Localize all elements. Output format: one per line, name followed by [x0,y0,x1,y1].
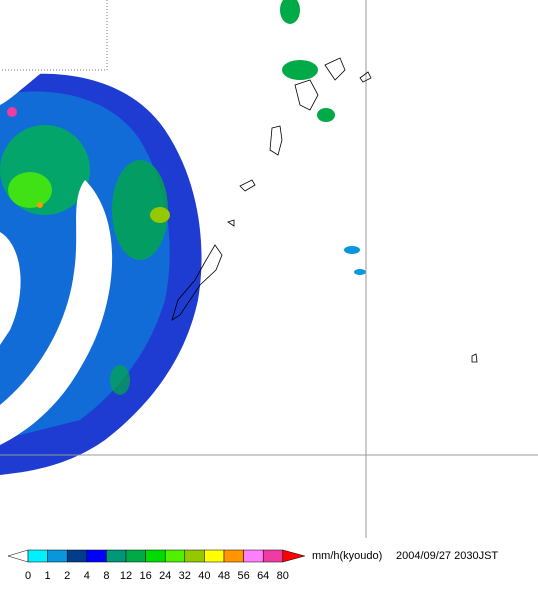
echo-cell [280,0,300,24]
echo-eye [0,232,21,345]
legend-label: 1 [45,570,51,582]
legend-swatch [66,549,88,563]
legend-label: 8 [103,570,109,582]
legend-swatch [145,549,166,563]
legend-label: 2 [64,570,70,582]
legend-label: 0 [25,570,31,582]
legend-swatch [262,549,284,563]
legend-label: 56 [237,570,249,582]
timestamp: 2004/09/27 2030JST [396,550,498,562]
echo-green [112,160,168,260]
echo-cell [110,365,130,395]
legend-swatch [204,549,225,563]
echo-core [7,107,17,117]
legend-swatch [125,549,146,563]
legend-swatch [243,549,264,563]
legend-swatch [106,549,127,563]
echo-cell [317,108,335,122]
legend-label: 80 [277,570,289,582]
legend-label: 4 [84,570,90,582]
echo-gap [0,70,45,105]
color-legend: 0 1 2 4 8 12 16 24 32 40 48 56 64 80 [7,549,306,582]
echo-lime [150,207,170,223]
high-arrow [282,549,306,563]
echo-cell [354,269,366,275]
legend-label: 40 [198,570,210,582]
range-frame [0,0,108,71]
legend-label: 24 [159,570,171,582]
legend-swatch [27,549,48,563]
legend-swatch [47,549,68,563]
legend-swatch [184,549,205,563]
legend-label: 12 [120,570,132,582]
unit-label: mm/h(kyoudo) [312,550,382,562]
legend-label: 32 [179,570,191,582]
legend-label: 64 [257,570,269,582]
echo-core [37,202,43,208]
legend-swatch [223,549,244,563]
legend-swatch [86,549,107,563]
echo-gap [0,180,113,445]
legend-label: 48 [218,570,230,582]
coastlines [171,57,478,363]
map [0,0,538,538]
echo-lime [8,172,52,208]
low-arrow [7,549,29,563]
legend-label: 16 [139,570,151,582]
legend-swatch [164,549,186,563]
echo-cell [344,246,360,254]
echo-cell [282,60,318,80]
